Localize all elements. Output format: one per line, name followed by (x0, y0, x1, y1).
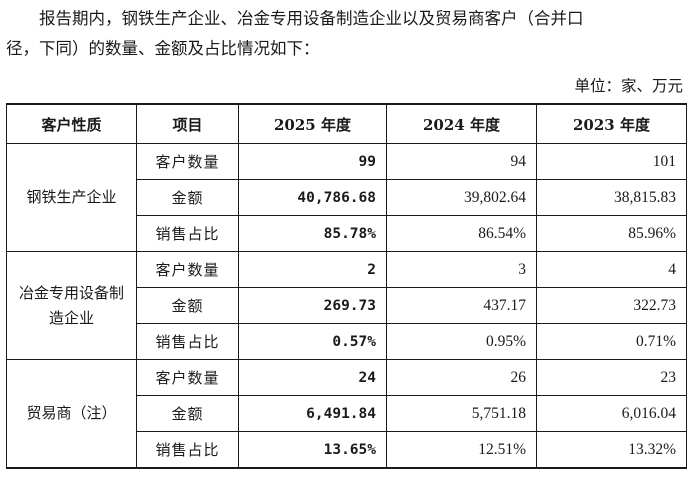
table-row: 金额 40,786.68 39,802.64 38,815.83 (7, 179, 687, 216)
table-row: 销售占比 85.78% 86.54% 85.96% (7, 215, 687, 252)
value-2025-cell: 99 (238, 143, 387, 180)
value-2023-cell: 4 (536, 251, 687, 288)
value-2024-cell: 39,802.64 (386, 179, 537, 216)
item-cell: 客户数量 (136, 251, 239, 288)
table-header-row: 客户性质 项目 2025 年度 2024 年度 2023 年度 (6, 103, 687, 144)
value-2025-cell: 85.78% (238, 215, 387, 252)
table-row: 销售占比 0.57% 0.95% 0.71% (7, 323, 687, 360)
header-item: 项目 (136, 103, 239, 144)
category-cell: 钢铁生产企业 (6, 143, 137, 252)
value-2024-cell: 12.51% (386, 431, 537, 469)
value-2025-cell: 13.65% (238, 431, 387, 469)
item-cell: 销售占比 (136, 323, 239, 360)
unit-label: 单位：家、万元 (574, 77, 683, 95)
table-row: 金额 269.73 437.17 322.73 (7, 287, 687, 324)
intro-paragraph: 报告期内，钢铁生产企业、冶金专用设备制造企业以及贸易商客户（合并口 径，下同）的… (6, 4, 684, 64)
value-2025-cell: 40,786.68 (238, 179, 387, 216)
value-2024-cell: 0.95% (386, 323, 537, 360)
value-2025-cell: 0.57% (238, 323, 387, 360)
customer-table: 客户性质 项目 2025 年度 2024 年度 2023 年度 钢铁生产企业 客… (6, 103, 687, 469)
value-2024-cell: 3 (386, 251, 537, 288)
value-2024-cell: 26 (386, 359, 537, 396)
value-2024-cell: 437.17 (386, 287, 537, 324)
table-row: 销售占比 13.65% 12.51% 13.32% (7, 431, 687, 469)
category-cell: 贸易商（注） (6, 359, 137, 469)
value-2025-cell: 269.73 (238, 287, 387, 324)
value-2023-cell: 0.71% (536, 323, 687, 360)
value-2025-cell: 2 (238, 251, 387, 288)
header-2023: 2023 年度 (536, 103, 687, 144)
value-2023-cell: 322.73 (536, 287, 687, 324)
table-row: 冶金专用设备制造企业 客户数量 2 3 4 (6, 251, 687, 360)
table-row: 钢铁生产企业 客户数量 99 94 101 (6, 143, 687, 252)
value-2023-cell: 13.32% (536, 431, 687, 469)
item-cell: 金额 (136, 395, 239, 432)
item-cell: 客户数量 (136, 359, 239, 396)
value-2025-cell: 6,491.84 (238, 395, 387, 432)
table-row: 金额 6,491.84 5,751.18 6,016.04 (7, 395, 687, 432)
item-cell: 客户数量 (136, 143, 239, 180)
value-2023-cell: 23 (536, 359, 687, 396)
header-customer-type: 客户性质 (6, 103, 137, 144)
value-2023-cell: 85.96% (536, 215, 687, 252)
value-2024-cell: 5,751.18 (386, 395, 537, 432)
header-2025: 2025 年度 (238, 103, 387, 144)
intro-line-2: 径，下同）的数量、金额及占比情况如下： (6, 39, 320, 58)
value-2024-cell: 94 (386, 143, 537, 180)
item-cell: 金额 (136, 179, 239, 216)
value-2023-cell: 101 (536, 143, 687, 180)
item-cell: 销售占比 (136, 215, 239, 252)
value-2024-cell: 86.54% (386, 215, 537, 252)
intro-line-1: 报告期内，钢铁生产企业、冶金专用设备制造企业以及贸易商客户（合并口 (6, 9, 584, 28)
value-2023-cell: 6,016.04 (536, 395, 687, 432)
header-2024: 2024 年度 (386, 103, 537, 144)
table-row: 贸易商（注） 客户数量 24 26 23 (6, 359, 687, 469)
value-2023-cell: 38,815.83 (536, 179, 687, 216)
category-cell: 冶金专用设备制造企业 (6, 251, 137, 360)
item-cell: 销售占比 (136, 431, 239, 469)
item-cell: 金额 (136, 287, 239, 324)
value-2025-cell: 24 (238, 359, 387, 396)
